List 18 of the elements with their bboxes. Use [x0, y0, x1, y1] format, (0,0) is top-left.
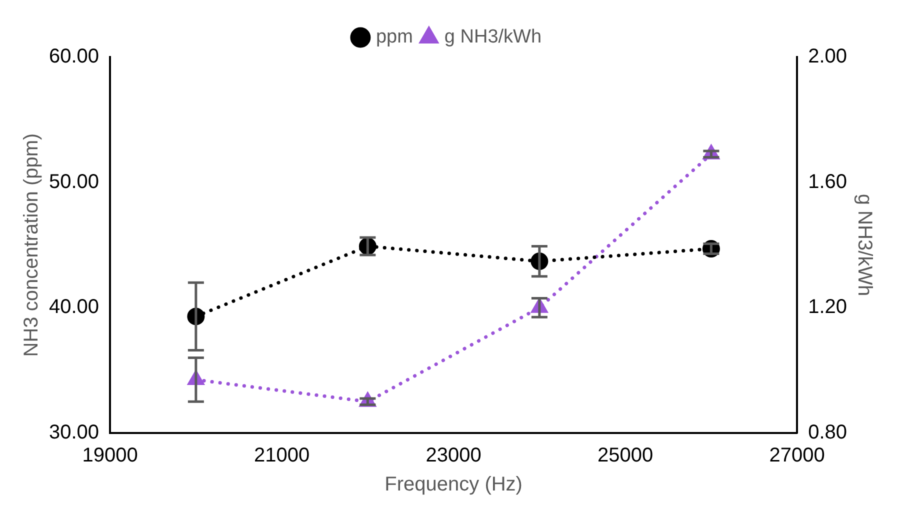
y-axis-title: NH3 concentration (ppm) — [20, 133, 43, 357]
x-tick-label: 23000 — [426, 444, 482, 467]
x-tick-label: 21000 — [254, 444, 310, 467]
y-tick-label: 60.00 — [48, 46, 100, 68]
y-tick-label: 40.00 — [48, 296, 100, 318]
legend-label: ppm — [376, 26, 413, 48]
x-tick-label: 25000 — [598, 444, 654, 467]
legend-label: g NH3/kWh — [444, 26, 542, 48]
y-tick-label: 50.00 — [48, 170, 100, 193]
y2-tick-label: 0.80 — [808, 422, 848, 444]
x-tick-label: 19000 — [82, 444, 138, 467]
y2-axis-title: g NH3/kWh — [853, 194, 876, 296]
y-tick-label: 30.00 — [48, 422, 100, 444]
y2-tick-label: 1.20 — [808, 296, 848, 318]
x-tick-label: 27000 — [769, 444, 825, 467]
y2-tick-label: 2.00 — [808, 46, 848, 68]
x-axis-title: Frequency (Hz) — [384, 474, 522, 496]
y2-tick-label: 1.60 — [808, 170, 848, 193]
